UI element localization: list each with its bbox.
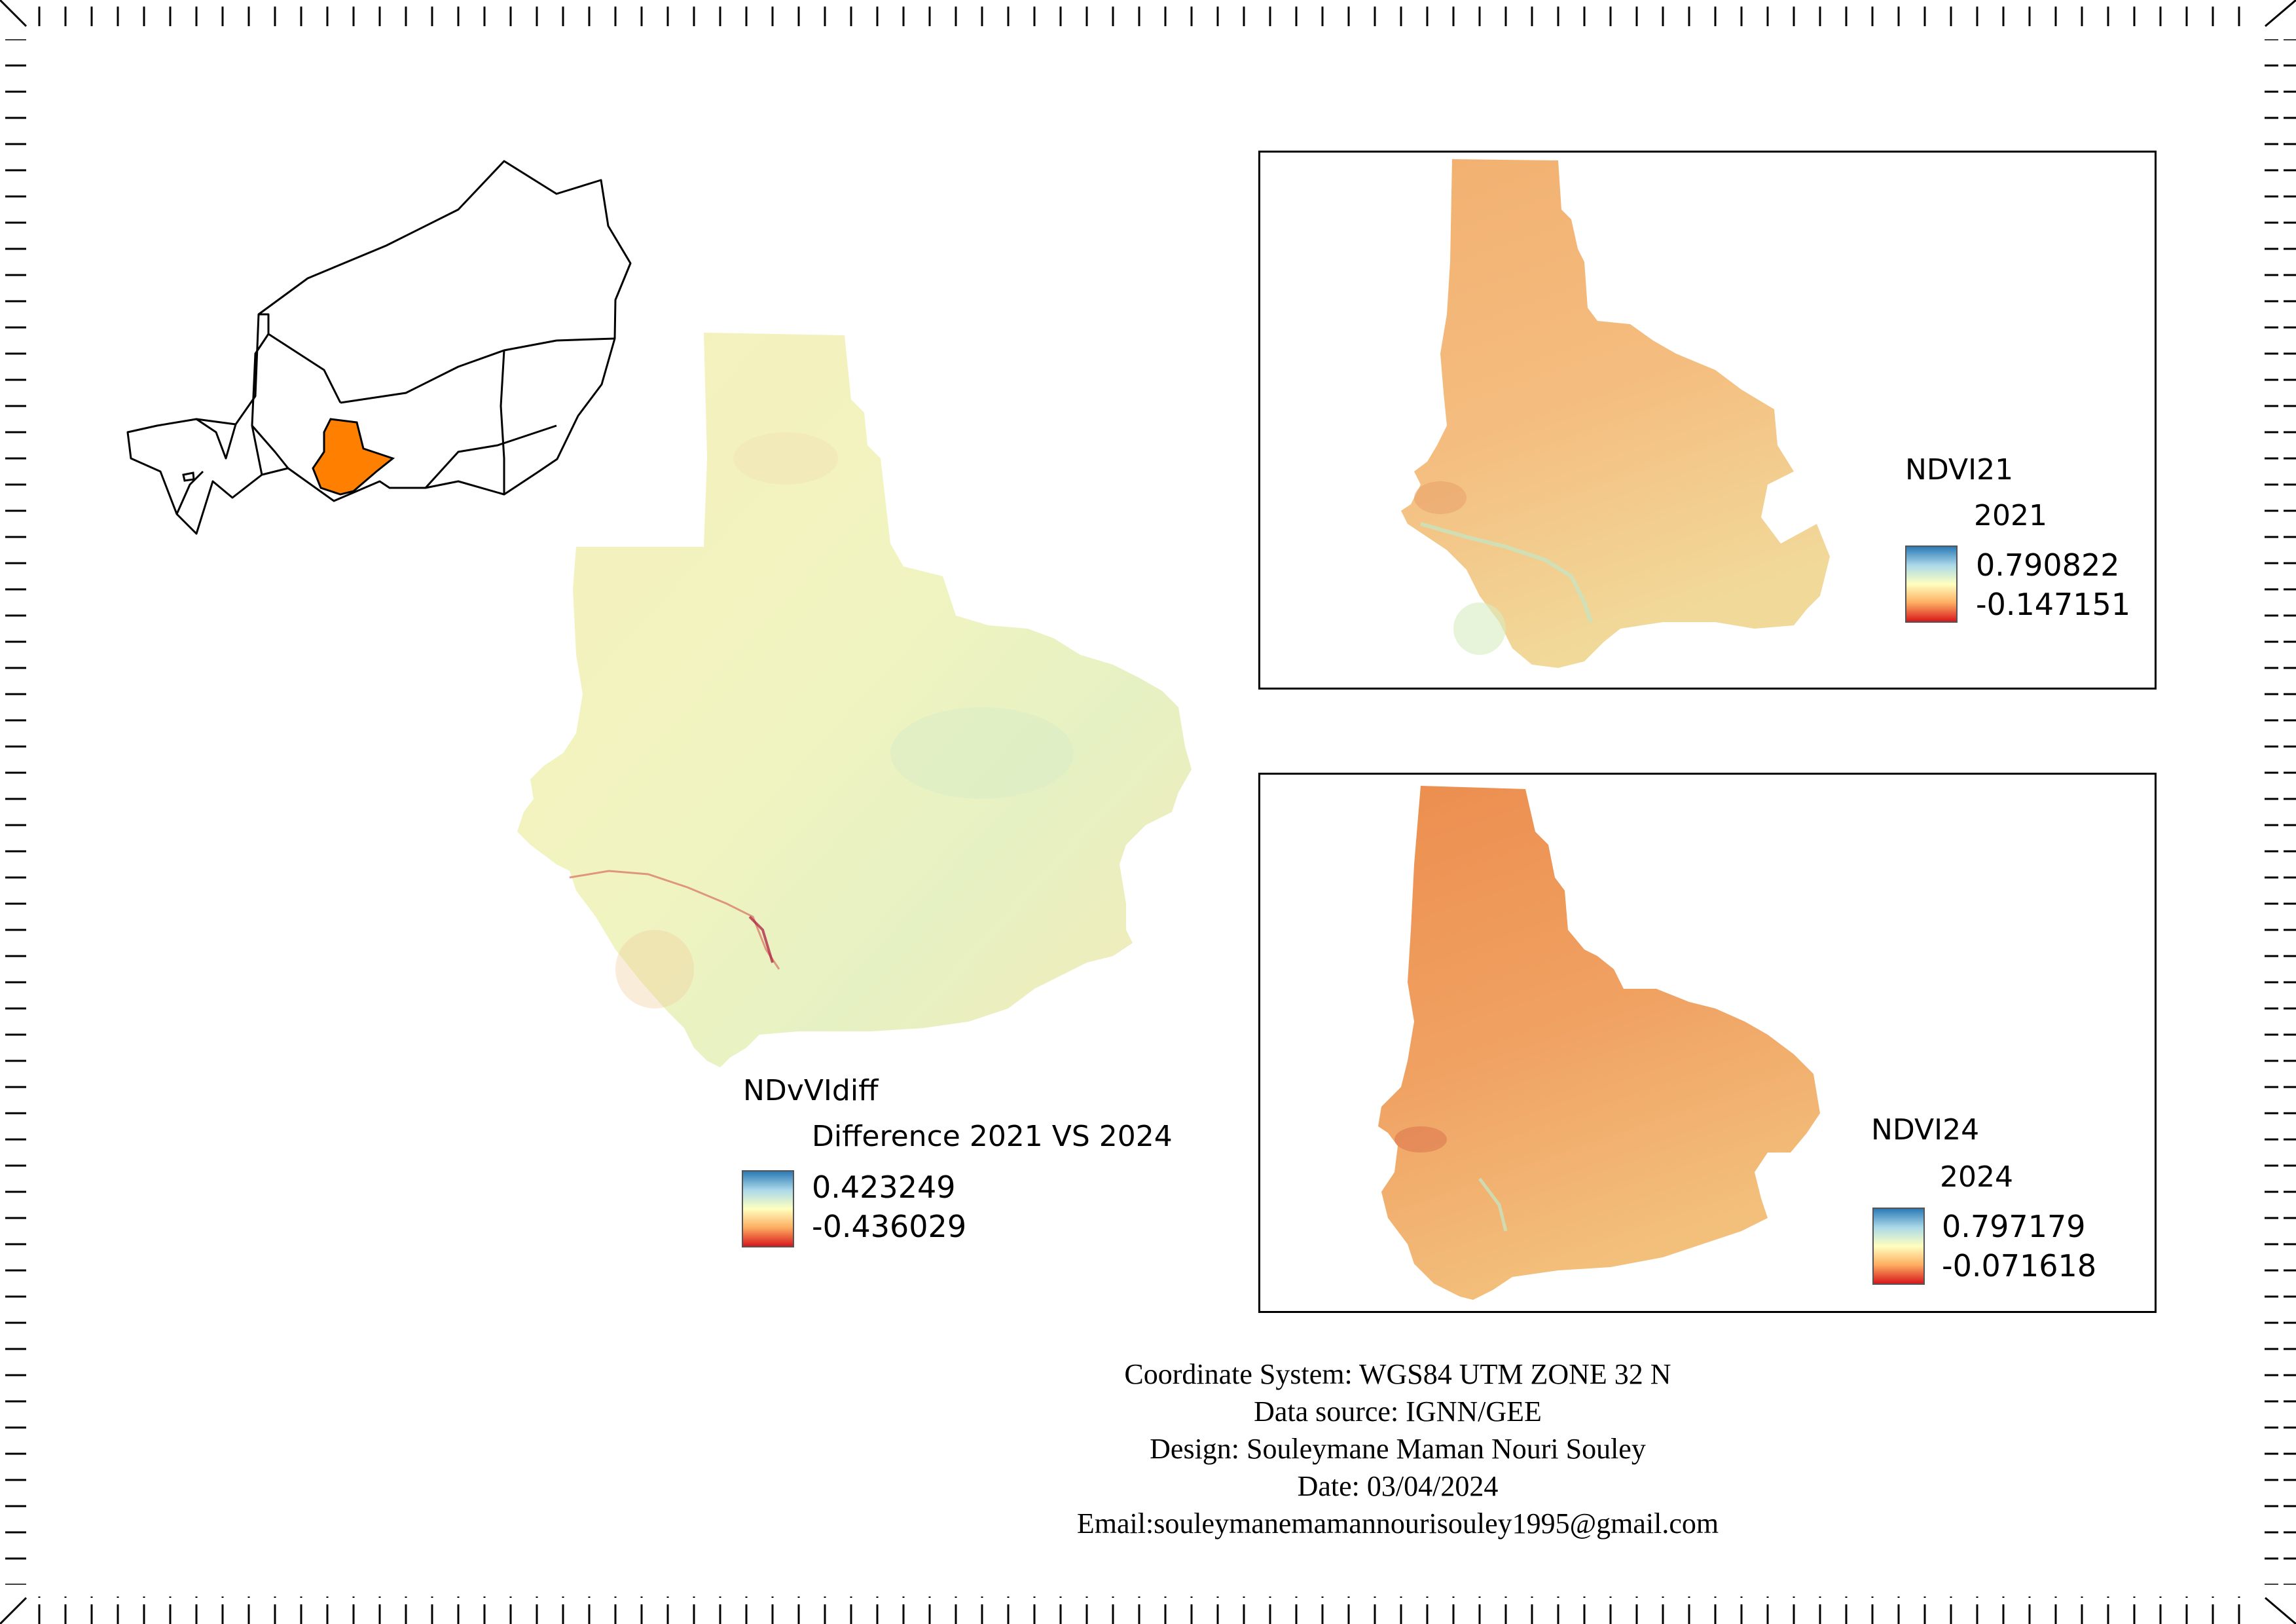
ndvi24-legend-min: -0.071618 (1942, 1248, 2097, 1283)
crs-text: Coordinate System: WGS84 UTM ZONE 32 N (1124, 1358, 1671, 1390)
date-text: Date: 03/04/2024 (1297, 1470, 1499, 1502)
locator-map (126, 160, 632, 535)
diff-legend-subtitle: Difference 2021 VS 2024 (812, 1120, 1173, 1153)
ndvi21-legend-title: NDVI21 (1905, 453, 2014, 487)
ndvi-2021-map (1401, 159, 1830, 668)
ndvi-diff-map (517, 333, 1192, 1067)
ndvi-2024-map (1378, 786, 1820, 1300)
ndvi21-legend-subtitle: 2021 (1974, 499, 2047, 532)
small-lake (182, 471, 195, 482)
diff-region-shape (517, 333, 1192, 1067)
diff-color-ramp (742, 1170, 794, 1247)
ndvi21-color-ramp (1905, 545, 1958, 623)
ndvi-2021-shape (1401, 159, 1830, 668)
data-source-text: Data source: IGNN/GEE (1254, 1395, 1542, 1428)
diff-legend-title: NDvVIdiff (743, 1074, 879, 1107)
diff-legend-min: -0.436029 (812, 1209, 967, 1244)
designer-text: Design: Souleymane Maman Nouri Souley (1150, 1433, 1646, 1465)
ndvi21-legend-min: -0.147151 (1976, 587, 2131, 622)
ndvi24-legend-max: 0.797179 (1942, 1209, 2086, 1244)
highlighted-region (312, 418, 395, 496)
ndvi24-color-ramp (1872, 1208, 1925, 1285)
ndvi24-legend-subtitle: 2024 (1940, 1160, 2013, 1194)
diff-river (569, 870, 780, 970)
ndvi-2024-shape (1378, 786, 1820, 1300)
email-text: Email:souleymanemamannourisouley1995@gma… (1076, 1507, 1719, 1540)
ndvi21-legend-max: 0.790822 (1976, 547, 2120, 583)
map-credits: Coordinate System: WGS84 UTM ZONE 32 N D… (917, 1356, 1879, 1542)
diff-legend-max: 0.423249 (812, 1170, 956, 1205)
ndvi24-legend-title: NDVI24 (1871, 1113, 1980, 1147)
